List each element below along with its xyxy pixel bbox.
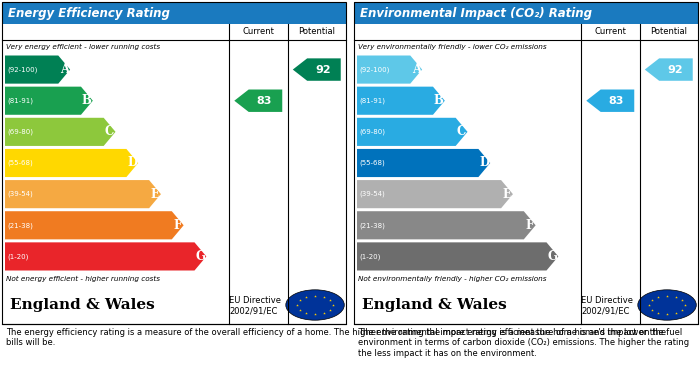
Text: Potential: Potential bbox=[298, 27, 335, 36]
Polygon shape bbox=[357, 180, 513, 208]
Text: 2002/91/EC: 2002/91/EC bbox=[581, 306, 629, 315]
Text: (39-54): (39-54) bbox=[359, 191, 385, 197]
Polygon shape bbox=[234, 90, 282, 112]
Text: (92-100): (92-100) bbox=[359, 66, 389, 73]
Text: Current: Current bbox=[242, 27, 274, 36]
Ellipse shape bbox=[286, 290, 344, 320]
Text: The energy efficiency rating is a measure of the overall efficiency of a home. T: The energy efficiency rating is a measur… bbox=[6, 328, 682, 347]
Text: (21-38): (21-38) bbox=[7, 222, 33, 228]
Text: F: F bbox=[526, 219, 534, 232]
Bar bbox=[2, 40, 346, 286]
Polygon shape bbox=[5, 87, 93, 115]
Text: (81-91): (81-91) bbox=[359, 97, 385, 104]
Text: Not energy efficient - higher running costs: Not energy efficient - higher running co… bbox=[6, 276, 160, 282]
Text: D: D bbox=[127, 156, 137, 170]
Text: The environmental impact rating is a measure of a home's impact on the environme: The environmental impact rating is a mea… bbox=[358, 328, 689, 358]
Polygon shape bbox=[357, 118, 468, 146]
Bar bbox=[354, 2, 698, 24]
Text: (55-68): (55-68) bbox=[359, 160, 385, 166]
Text: G: G bbox=[195, 250, 205, 263]
Polygon shape bbox=[645, 58, 693, 81]
Text: 92: 92 bbox=[315, 65, 330, 75]
Text: C: C bbox=[457, 126, 466, 138]
Text: Very energy efficient - lower running costs: Very energy efficient - lower running co… bbox=[6, 44, 160, 50]
Text: C: C bbox=[105, 126, 114, 138]
Text: 83: 83 bbox=[257, 96, 272, 106]
Text: (1-20): (1-20) bbox=[359, 253, 380, 260]
Bar bbox=[2, 2, 346, 24]
Ellipse shape bbox=[638, 290, 696, 320]
Text: D: D bbox=[480, 156, 489, 170]
Bar bbox=[354, 24, 698, 40]
Text: E: E bbox=[150, 188, 160, 201]
Text: 83: 83 bbox=[608, 96, 624, 106]
Bar bbox=[2, 286, 346, 324]
Polygon shape bbox=[5, 56, 70, 84]
Polygon shape bbox=[357, 211, 536, 239]
Polygon shape bbox=[5, 149, 138, 177]
Text: Very environmentally friendly - lower CO₂ emissions: Very environmentally friendly - lower CO… bbox=[358, 44, 547, 50]
Text: B: B bbox=[82, 94, 92, 107]
Text: B: B bbox=[434, 94, 444, 107]
Text: Current: Current bbox=[594, 27, 626, 36]
Bar bbox=[354, 2, 698, 324]
Polygon shape bbox=[587, 90, 634, 112]
Bar bbox=[2, 24, 346, 40]
Polygon shape bbox=[357, 149, 490, 177]
Polygon shape bbox=[5, 242, 206, 271]
Text: 92: 92 bbox=[667, 65, 682, 75]
Text: Not environmentally friendly - higher CO₂ emissions: Not environmentally friendly - higher CO… bbox=[358, 276, 547, 282]
Text: A: A bbox=[60, 63, 69, 76]
Text: F: F bbox=[174, 219, 182, 232]
Text: (92-100): (92-100) bbox=[7, 66, 37, 73]
Text: (81-91): (81-91) bbox=[7, 97, 33, 104]
Bar bbox=[354, 40, 698, 286]
Polygon shape bbox=[5, 118, 116, 146]
Text: E: E bbox=[503, 188, 512, 201]
Polygon shape bbox=[293, 58, 341, 81]
Text: (69-80): (69-80) bbox=[7, 129, 33, 135]
Text: (39-54): (39-54) bbox=[7, 191, 33, 197]
Text: England & Wales: England & Wales bbox=[10, 298, 155, 312]
Text: England & Wales: England & Wales bbox=[362, 298, 507, 312]
Polygon shape bbox=[357, 56, 422, 84]
Text: Potential: Potential bbox=[650, 27, 687, 36]
Text: (21-38): (21-38) bbox=[359, 222, 385, 228]
Polygon shape bbox=[5, 180, 161, 208]
Polygon shape bbox=[357, 242, 559, 271]
Text: Environmental Impact (CO₂) Rating: Environmental Impact (CO₂) Rating bbox=[360, 7, 592, 20]
Text: EU Directive: EU Directive bbox=[581, 296, 633, 305]
Bar bbox=[354, 286, 698, 324]
Text: 2002/91/EC: 2002/91/EC bbox=[229, 306, 277, 315]
Text: (1-20): (1-20) bbox=[7, 253, 29, 260]
Text: G: G bbox=[547, 250, 557, 263]
Text: A: A bbox=[412, 63, 421, 76]
Polygon shape bbox=[357, 87, 444, 115]
Text: Energy Efficiency Rating: Energy Efficiency Rating bbox=[8, 7, 170, 20]
Text: EU Directive: EU Directive bbox=[229, 296, 281, 305]
Bar bbox=[2, 2, 346, 324]
Polygon shape bbox=[5, 211, 183, 239]
Text: (69-80): (69-80) bbox=[359, 129, 385, 135]
Text: (55-68): (55-68) bbox=[7, 160, 33, 166]
